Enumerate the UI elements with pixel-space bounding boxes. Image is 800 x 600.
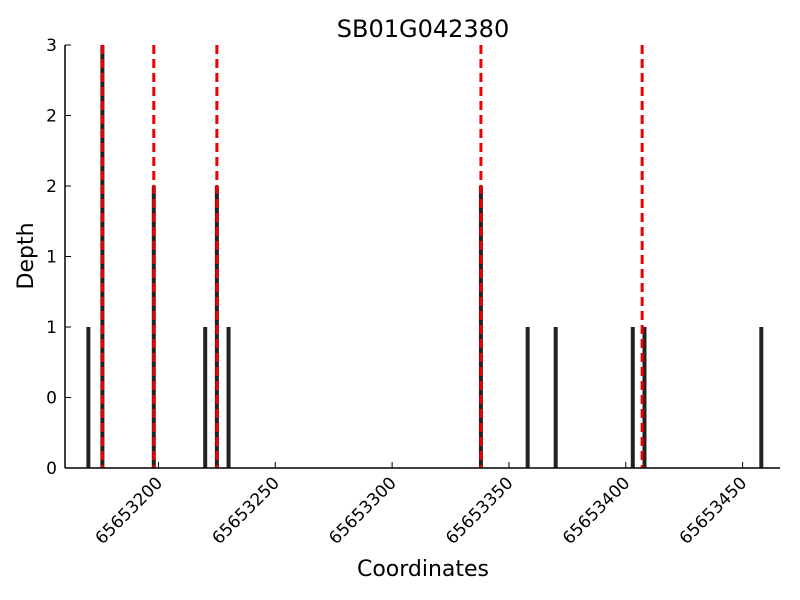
- bar-9: [630, 327, 635, 468]
- x-axis-label: Coordinates: [357, 557, 489, 582]
- y-tick-label-5: 2: [46, 107, 57, 127]
- y-tick-label-4: 2: [46, 177, 57, 197]
- axes-group: [64, 45, 780, 469]
- x-ticks-group: 65653200 65653250 65653300 65653350 65653400…: [92, 462, 751, 549]
- bars-group: [86, 45, 764, 468]
- x-tick-label-1: 65653250: [208, 473, 283, 548]
- x-tick-label-2: 65653300: [325, 473, 400, 548]
- chart-title: SB01G042380: [337, 15, 509, 43]
- y-tick-label-6: 3: [46, 36, 57, 56]
- bar-3: [203, 327, 208, 468]
- y-tick-label-0: 0: [46, 459, 57, 479]
- bar-8: [553, 327, 558, 468]
- y-tick-label-2: 1: [46, 318, 57, 338]
- x-tick-label-3: 65653350: [442, 473, 517, 548]
- x-tick-label-4: 65653400: [559, 473, 634, 548]
- markers-group: [100, 45, 644, 468]
- x-tick-label-0: 65653200: [92, 473, 167, 548]
- y-tick-label-3: 1: [46, 248, 57, 268]
- bar-7: [525, 327, 530, 468]
- y-tick-label-1: 0: [46, 389, 57, 409]
- y-ticks-group: 0 0 1 1 2 2 3: [46, 36, 71, 479]
- bar-0: [86, 327, 91, 468]
- y-axis-label: Depth: [14, 222, 39, 289]
- bar-5: [226, 327, 231, 468]
- x-tick-label-5: 65653450: [676, 473, 751, 548]
- bar-10: [642, 327, 647, 468]
- bar-11: [759, 327, 764, 468]
